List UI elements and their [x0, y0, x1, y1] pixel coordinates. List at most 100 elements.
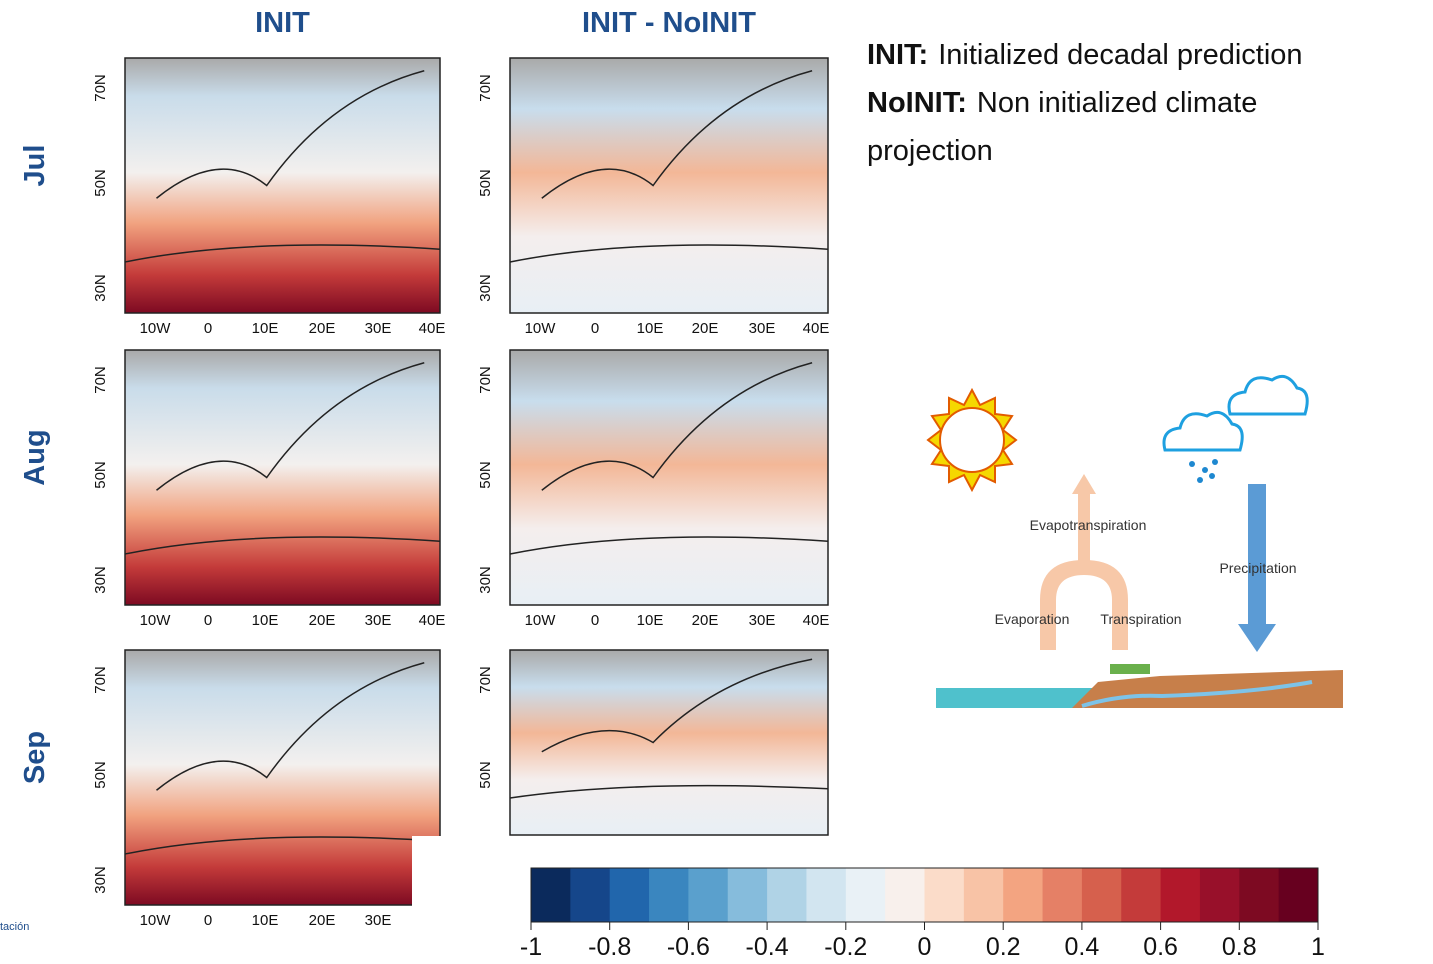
lon-label: 40E: [419, 320, 446, 337]
sun-core: [940, 408, 1004, 472]
precipitation-arrow: [1248, 484, 1266, 624]
lat-label: 50N: [92, 461, 109, 489]
colorbar-bin: [925, 868, 965, 922]
legend-term: NoINIT:: [867, 87, 967, 119]
lon-label: 30E: [749, 320, 776, 337]
lat-label: 70N: [92, 366, 109, 394]
colorbar-bin: [1043, 868, 1083, 922]
map-panel: [125, 58, 440, 313]
lon-label: 10E: [252, 612, 279, 629]
colorbar-bin: [1239, 868, 1279, 922]
colorbar-tick-label: 1: [1311, 933, 1325, 961]
lon-label: 40E: [803, 320, 830, 337]
colorbar-tick-label: -1: [520, 933, 542, 961]
colorbar-bin: [610, 868, 650, 922]
map-panel: [510, 350, 828, 605]
colorbar-tick-label: 0.8: [1222, 933, 1257, 961]
lon-label: 10E: [637, 612, 664, 629]
legend-text: Initialized decadal prediction: [938, 39, 1302, 71]
lon-label: 10W: [525, 320, 557, 337]
colorbar-bin: [1279, 868, 1319, 922]
lon-label: 0: [204, 912, 212, 929]
cover: [412, 836, 532, 916]
cloud: [1229, 376, 1307, 414]
map-panel: [125, 650, 440, 905]
lon-label: 40E: [419, 612, 446, 629]
map-panel: [510, 58, 828, 313]
lat-label: 50N: [92, 169, 109, 197]
legend-text: Non initialized climate: [977, 87, 1257, 119]
colorbar-tick-label: -0.8: [588, 933, 631, 961]
lon-label: 20E: [309, 612, 336, 629]
colorbar-tick-label: 0.4: [1065, 933, 1100, 961]
colorbar-bin: [1003, 868, 1043, 922]
lat-label: 30N: [92, 866, 109, 894]
colorbar-bin: [570, 868, 610, 922]
plants: [1110, 664, 1150, 674]
column-title: INIT - NoINIT: [582, 7, 756, 39]
lat-label: 30N: [92, 274, 109, 302]
colorbar-bin: [885, 868, 925, 922]
colorbar-bin: [649, 868, 689, 922]
colorbar-tick-label: 0.6: [1143, 933, 1178, 961]
lon-label: 30E: [365, 912, 392, 929]
lon-label: 0: [591, 612, 599, 629]
lat-label: 70N: [477, 366, 494, 394]
cloud: [1164, 412, 1242, 450]
colorbar-bin: [688, 868, 728, 922]
rain: [1189, 459, 1218, 483]
legend-text-cont: projection: [867, 135, 993, 167]
colorbar-bin: [531, 868, 571, 922]
colorbar-bin: [728, 868, 768, 922]
colorbar-tick-label: 0.2: [986, 933, 1021, 961]
lat-label: 70N: [477, 74, 494, 102]
lat-label: 50N: [477, 169, 494, 197]
diagram-label: Precipitation: [1219, 560, 1296, 576]
lon-label: 20E: [692, 320, 719, 337]
colorbar-bin: [1121, 868, 1161, 922]
colorbar-bin: [1082, 868, 1122, 922]
lat-label: 70N: [477, 666, 494, 694]
row-label: Jul: [19, 145, 51, 187]
lat-label: 30N: [477, 566, 494, 594]
lon-label: 30E: [365, 320, 392, 337]
lat-label: 70N: [92, 74, 109, 102]
colorbar-bin: [806, 868, 846, 922]
legend-line: NoINIT: Non initialized climate: [867, 87, 1257, 119]
logo-text: tación: [0, 921, 29, 933]
colorbar-tick-label: -0.2: [824, 933, 867, 961]
lon-label: 0: [591, 320, 599, 337]
legend-line: INIT: Initialized decadal prediction: [867, 39, 1303, 71]
lon-label: 30E: [365, 612, 392, 629]
lat-label: 50N: [477, 461, 494, 489]
diagram-label: Transpiration: [1100, 611, 1181, 627]
lon-label: 30E: [749, 612, 776, 629]
colorbar-bin: [964, 868, 1004, 922]
lon-label: 10W: [140, 612, 172, 629]
lon-label: 10W: [140, 320, 172, 337]
lon-label: 20E: [309, 320, 336, 337]
lat-label: 50N: [477, 761, 494, 789]
lat-label: 70N: [92, 666, 109, 694]
water: [936, 688, 1096, 708]
diagram-label: Evapotranspiration: [1030, 517, 1147, 533]
lon-label: 20E: [692, 612, 719, 629]
diagram: Evapotranspiration Precipitation Evapora…: [928, 376, 1343, 708]
row-label: Sep: [19, 731, 51, 784]
lon-label: 10W: [525, 612, 557, 629]
colorbar-bin: [1200, 868, 1240, 922]
row-label: Aug: [19, 429, 51, 485]
diagram-label: Evaporation: [995, 611, 1070, 627]
colorbar-tick-label: 0: [918, 933, 932, 961]
lon-label: 20E: [309, 912, 336, 929]
lon-label: 10W: [140, 912, 172, 929]
map-panel: [510, 650, 828, 835]
map-panel: [125, 350, 440, 605]
colorbar-tick-label: -0.4: [746, 933, 789, 961]
legend-line: projection: [867, 135, 993, 167]
legend-term: INIT:: [867, 39, 928, 71]
colorbar-bin: [767, 868, 807, 922]
colorbar-bin: [1161, 868, 1201, 922]
ground: [1072, 670, 1343, 708]
arrow-head: [1072, 474, 1096, 494]
